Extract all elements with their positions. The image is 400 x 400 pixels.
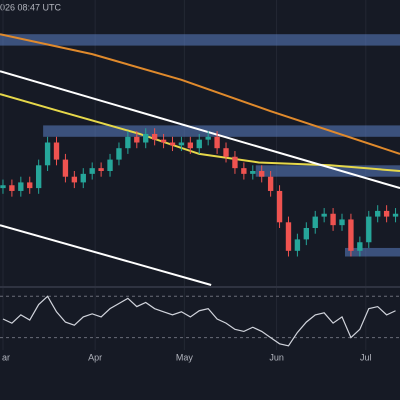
candle-body (294, 239, 301, 251)
candle-body (392, 213, 399, 217)
candle-body (9, 185, 15, 191)
candle-body (285, 222, 292, 251)
candle-body (383, 210, 390, 217)
candle-body (321, 213, 327, 217)
x-tick-label: Jul (360, 352, 372, 362)
candle-body (232, 156, 238, 169)
candle-body (71, 176, 78, 183)
candle-body (89, 168, 95, 174)
candle-body (205, 136, 211, 140)
candle-body (44, 142, 51, 166)
candle-body (116, 148, 122, 160)
candle-body (18, 182, 24, 191)
timestamp: 026 08:47 UTC (0, 2, 62, 12)
candle-body (107, 159, 113, 171)
indicator-line (2, 295, 396, 347)
candle-body (62, 159, 69, 177)
zone (344, 247, 400, 257)
candle-body (134, 136, 140, 143)
candle-body (178, 142, 185, 146)
overlay-line (0, 70, 400, 190)
x-tick-label: ar (2, 352, 10, 362)
zone (0, 34, 400, 46)
candle-body (187, 142, 194, 149)
zone (255, 165, 400, 177)
candle-body (27, 182, 33, 189)
candle-body (169, 142, 176, 146)
candle-body (151, 133, 158, 140)
overlay-line (0, 33, 400, 155)
candle-body (35, 165, 42, 189)
candle-body (143, 133, 149, 143)
candle-body (276, 190, 283, 223)
candle-body (196, 139, 202, 149)
overlay-line (0, 224, 212, 286)
candle-body (267, 176, 274, 191)
x-tick-label: Apr (88, 352, 102, 362)
candle-body (312, 216, 318, 228)
candle-body (160, 139, 167, 143)
zone (43, 125, 400, 137)
candle-body (366, 216, 372, 243)
candle-body (330, 213, 336, 226)
candle-body (98, 168, 104, 171)
candle-body (357, 242, 363, 251)
candle-body (125, 136, 131, 149)
candle-body (214, 136, 220, 149)
candle-body (303, 228, 309, 240)
candle-body (241, 168, 247, 174)
candle-body (339, 219, 345, 226)
candle-body (375, 210, 381, 217)
candle-body (250, 171, 256, 174)
candle-body (259, 171, 265, 177)
candle-body (80, 173, 86, 183)
candle-body (348, 219, 354, 251)
candle-body (53, 142, 60, 160)
x-tick-label: May (176, 352, 194, 362)
candle-body (223, 148, 229, 157)
x-tick-label: Jun (269, 352, 284, 362)
candle-body (0, 185, 6, 189)
